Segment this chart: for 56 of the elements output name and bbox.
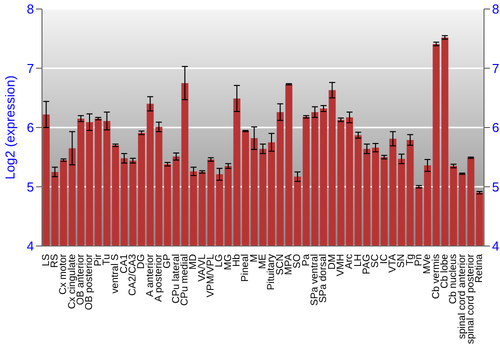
y2-tick-label: 6 bbox=[492, 120, 500, 136]
x-tick-label: Hb bbox=[232, 254, 242, 267]
x-tick-label: Pa bbox=[300, 254, 312, 266]
x-tick-label: SCN bbox=[274, 254, 286, 276]
x-tick-label: IC bbox=[378, 254, 390, 264]
x-tick-label: DG bbox=[136, 254, 148, 269]
x-tick-label: CA1 bbox=[118, 254, 130, 274]
x-tick-label: MVe bbox=[422, 254, 434, 274]
y2-tick-label: 4 bbox=[492, 238, 500, 254]
x-tick-label: ventral S bbox=[110, 254, 122, 294]
y-tick-label: 8 bbox=[26, 2, 34, 17]
x-tick-label: VTA bbox=[388, 254, 398, 273]
x-tick-label: OB anterior bbox=[76, 253, 86, 306]
y2-tick-label: 8 bbox=[492, 2, 500, 17]
x-tick-label: VMH bbox=[336, 254, 346, 276]
x-tick-label: SPa dorsal bbox=[318, 254, 330, 303]
x-tick-label: Tg bbox=[404, 254, 416, 266]
x-tick-label: Tu bbox=[102, 254, 112, 266]
x-tick-label: CPu medial bbox=[180, 254, 190, 306]
x-tick-label: Cb nucleus bbox=[448, 254, 460, 304]
x-tick-label: Pituitary bbox=[266, 254, 278, 290]
y-tick-label: 6 bbox=[26, 120, 34, 136]
x-tick-label: Retina bbox=[474, 254, 486, 283]
y2-tick-label: 7 bbox=[492, 60, 500, 76]
x-tick-label: Arc bbox=[344, 254, 356, 269]
y-tick-label: 4 bbox=[26, 238, 34, 254]
x-tick-label: Pir bbox=[92, 253, 104, 266]
x-tick-label: CA2/CA3 bbox=[128, 254, 138, 296]
x-tick-label: Pn bbox=[414, 254, 424, 266]
y-tick-label: 7 bbox=[26, 60, 34, 76]
y-axis-title: Log2 (expression) bbox=[2, 75, 18, 180]
x-tick-label: Pineal bbox=[240, 254, 252, 282]
x-tick-label: M bbox=[248, 254, 260, 262]
x-tick-label: MPA bbox=[284, 254, 294, 275]
x-tick-label: PAG bbox=[362, 254, 372, 274]
x-tick-label: spinal cord anterior bbox=[456, 253, 468, 340]
x-tick-label: A posterior bbox=[154, 253, 164, 302]
x-tick-label: Cb lobe bbox=[440, 254, 450, 288]
x-tick-label: SPa ventral bbox=[310, 254, 320, 306]
x-tick-label: VPM/VPL bbox=[206, 254, 216, 298]
x-tick-label: DM bbox=[326, 254, 338, 270]
x-tick-label: LS bbox=[40, 254, 52, 266]
x-tick-label: LG bbox=[214, 254, 226, 268]
x-tick-label: ME bbox=[258, 254, 268, 269]
y-tick-label: 5 bbox=[26, 179, 34, 194]
x-tick-label: SO bbox=[292, 254, 304, 268]
y2-tick-label: 5 bbox=[492, 179, 500, 194]
x-tick-label: Cx cingulate bbox=[66, 254, 78, 310]
x-tick-label: SC bbox=[370, 254, 382, 268]
x-tick-label: spinal cord posterior bbox=[466, 253, 476, 344]
x-tick-label: OB posterior bbox=[84, 253, 96, 310]
x-tick-label: A anterior bbox=[144, 253, 156, 297]
x-tick-label: LH bbox=[352, 254, 364, 267]
x-tick-label: RS bbox=[50, 254, 60, 268]
x-tick-label: GP bbox=[162, 254, 174, 268]
x-tick-label: SN bbox=[396, 254, 408, 268]
